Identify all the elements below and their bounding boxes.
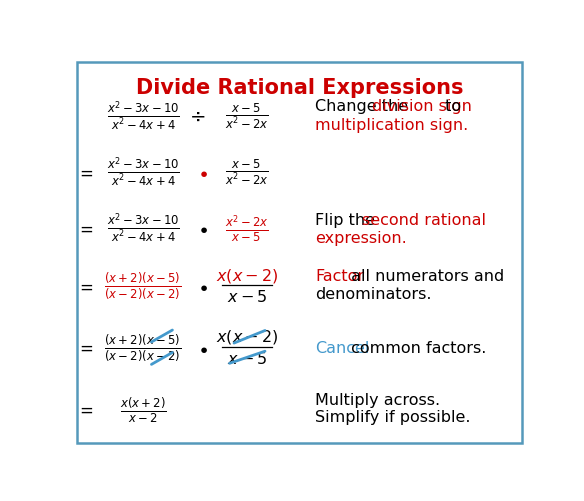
Text: $\bullet$: $\bullet$	[197, 277, 207, 295]
Text: $=$: $=$	[76, 219, 93, 237]
Text: $\frac{(x+2)(x-5)}{(x-2)(x-2)}$: $\frac{(x+2)(x-5)}{(x-2)(x-2)}$	[105, 270, 182, 302]
Text: Change the: Change the	[315, 99, 413, 114]
Text: $=$: $=$	[76, 163, 93, 181]
Text: $\frac{x^2-3x-10}{x^2-4x+4}$: $\frac{x^2-3x-10}{x^2-4x+4}$	[107, 211, 180, 244]
Text: $\frac{x-5}{x^2-2x}$: $\frac{x-5}{x^2-2x}$	[225, 101, 269, 131]
Text: $\frac{x^2-3x-10}{x^2-4x+4}$: $\frac{x^2-3x-10}{x^2-4x+4}$	[107, 100, 180, 133]
Text: $\frac{x^2-3x-10}{x^2-4x+4}$: $\frac{x^2-3x-10}{x^2-4x+4}$	[107, 155, 180, 188]
Text: to: to	[440, 99, 461, 114]
Text: $\bullet$: $\bullet$	[197, 218, 207, 237]
Text: $\frac{(x+2)(x-5)}{(x-2)(x-2)}$: $\frac{(x+2)(x-5)}{(x-2)(x-2)}$	[105, 332, 182, 363]
FancyBboxPatch shape	[77, 63, 522, 443]
Text: common factors.: common factors.	[346, 340, 486, 355]
Text: $=$: $=$	[76, 277, 93, 295]
Text: all numerators and: all numerators and	[346, 269, 505, 284]
Text: $\div$: $\div$	[189, 107, 206, 126]
Text: Flip the: Flip the	[315, 213, 380, 227]
Text: Factor: Factor	[315, 269, 364, 284]
Text: Multiply across.: Multiply across.	[315, 392, 440, 407]
Text: Cancel: Cancel	[315, 340, 370, 355]
Text: $x-5$: $x-5$	[227, 289, 267, 305]
Text: $\frac{x-5}{x^2-2x}$: $\frac{x-5}{x^2-2x}$	[225, 157, 269, 187]
Text: denominators.: denominators.	[315, 286, 432, 301]
Text: multiplication sign.: multiplication sign.	[315, 118, 468, 133]
Text: expression.: expression.	[315, 230, 407, 245]
Text: second rational: second rational	[362, 213, 486, 227]
Text: $=$: $=$	[76, 400, 93, 418]
Text: $x(x-2)$: $x(x-2)$	[216, 266, 279, 284]
Text: $\frac{x^2-2x}{x-5}$: $\frac{x^2-2x}{x-5}$	[225, 212, 269, 243]
Text: $x(x-2)$: $x(x-2)$	[216, 328, 279, 346]
Text: Simplify if possible.: Simplify if possible.	[315, 409, 471, 424]
Text: $=$: $=$	[76, 339, 93, 357]
Text: $x-5$: $x-5$	[227, 350, 267, 366]
Text: Divide Rational Expressions: Divide Rational Expressions	[135, 78, 463, 97]
Text: $\bullet$: $\bullet$	[197, 338, 207, 357]
Text: division sign: division sign	[373, 99, 472, 114]
Text: $\bullet$: $\bullet$	[197, 162, 207, 181]
Text: $\frac{x(x+2)}{x-2}$: $\frac{x(x+2)}{x-2}$	[120, 394, 166, 424]
